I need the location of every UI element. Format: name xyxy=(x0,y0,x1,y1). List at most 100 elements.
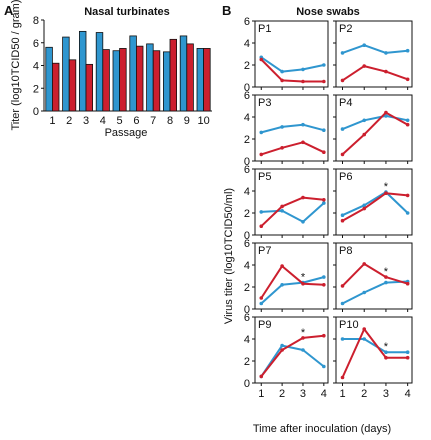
series-point-red xyxy=(322,198,326,202)
series-point-red xyxy=(322,150,326,154)
panel-a-y-axis-label: Titer (log10TCID50 / gram) xyxy=(10,0,22,131)
series-point-red xyxy=(340,152,345,157)
series-point-red xyxy=(405,122,410,127)
panel-label: P3 xyxy=(258,97,271,109)
panel-frame xyxy=(335,94,413,162)
series-point-blue xyxy=(362,118,367,123)
bar-y-tick-label: 0 xyxy=(33,106,39,118)
line-x-tick-label: 3 xyxy=(300,388,306,400)
line-y-tick-label: 0 xyxy=(244,230,250,242)
series-point-red xyxy=(301,79,305,84)
bar xyxy=(203,48,211,112)
series-point-red xyxy=(301,195,305,200)
significance-star: * xyxy=(384,341,389,353)
series-point-red xyxy=(259,224,264,228)
series-line-blue xyxy=(261,202,325,223)
line-y-tick-label: 2 xyxy=(244,208,250,220)
series-point-blue xyxy=(259,130,264,135)
line-y-tick-label: 2 xyxy=(244,282,250,294)
series-point-blue xyxy=(322,275,326,279)
panel-frame xyxy=(335,242,413,310)
panel-a-x-axis-label: Passage xyxy=(105,127,148,139)
panel-frame xyxy=(254,168,329,236)
panel-label: P10 xyxy=(339,319,359,331)
panel-label: P9 xyxy=(258,319,271,331)
series-line-blue xyxy=(260,344,325,377)
bar-x-tick-label: 10 xyxy=(197,115,209,127)
bar-x-tick-label: 1 xyxy=(49,115,55,127)
bar-y-tick-label: 8 xyxy=(33,15,39,27)
series-point-blue xyxy=(362,337,367,341)
bar-y-tick-label: 2 xyxy=(33,83,39,95)
significance-star: * xyxy=(301,272,306,284)
bar-x-tick-label: 9 xyxy=(184,115,190,127)
series-point-red xyxy=(362,327,367,331)
line-y-tick-label: 6 xyxy=(244,164,250,176)
series-point-red xyxy=(405,355,410,360)
series-line-red xyxy=(260,334,324,378)
series-point-red xyxy=(340,218,345,223)
series-point-red xyxy=(362,206,367,211)
panel-b-y-axis-label: Virus titer (log10TCID50/ml) xyxy=(223,188,235,324)
series-point-blue xyxy=(384,114,388,118)
series-point-blue xyxy=(405,118,410,123)
line-y-tick-label: 4 xyxy=(244,334,250,346)
series-point-red xyxy=(322,283,326,287)
series-point-blue xyxy=(280,343,284,348)
line-y-tick-label: 0 xyxy=(244,82,250,94)
series-point-red xyxy=(322,79,326,84)
line-x-tick-label: 1 xyxy=(258,388,264,400)
panel-frame xyxy=(335,168,413,236)
significance-star: * xyxy=(384,181,389,193)
line-panel-p7: P7 0 2 4 6 * xyxy=(244,238,329,316)
series-point-blue xyxy=(362,203,367,208)
series-line-red xyxy=(341,65,409,82)
panel-a-title: Nasal turbinates xyxy=(84,6,170,18)
series-line-blue xyxy=(342,280,408,305)
series-point-red xyxy=(384,275,388,279)
series-point-red xyxy=(362,64,367,68)
panel-a-letter: A xyxy=(4,3,14,18)
bar xyxy=(79,30,87,112)
bar xyxy=(85,63,93,112)
bar xyxy=(135,45,144,112)
bar-y-tick-label: 6 xyxy=(33,38,39,50)
series-point-red xyxy=(259,374,264,379)
series-point-blue xyxy=(322,364,326,369)
bar-x-tick-label: 8 xyxy=(167,115,173,127)
panel-label: P5 xyxy=(258,171,271,183)
line-x-tick-label: 2 xyxy=(279,388,285,400)
series-point-red xyxy=(405,77,410,82)
panel-label: P8 xyxy=(339,245,352,257)
panel-frame xyxy=(254,242,329,310)
series-point-blue xyxy=(405,211,410,215)
line-y-tick-label: 6 xyxy=(244,312,250,324)
line-y-tick-label: 6 xyxy=(244,16,250,28)
bar xyxy=(129,35,137,112)
series-point-red xyxy=(405,193,410,198)
bar xyxy=(169,38,177,112)
series-line-red xyxy=(341,111,409,156)
line-y-tick-label: 6 xyxy=(244,90,250,102)
line-y-tick-label: 0 xyxy=(244,304,250,316)
bar xyxy=(102,49,110,112)
line-y-tick-label: 2 xyxy=(244,356,250,368)
bar xyxy=(45,46,53,112)
line-chart-grid: P10246P2P30246P4P50246P6*P70246*P8*P9024… xyxy=(244,16,413,400)
series-point-blue xyxy=(322,128,326,132)
series-point-blue xyxy=(280,283,284,287)
bar-x-tick-label: 3 xyxy=(83,115,89,127)
series-point-red xyxy=(340,78,345,83)
series-line-blue xyxy=(342,338,408,354)
series-line-blue xyxy=(260,276,325,305)
panel-label: P4 xyxy=(339,97,352,109)
series-line-blue xyxy=(342,44,408,54)
series-line-red xyxy=(260,196,324,227)
line-panel-p9: P9 0 2 4 6 1 2 3 4 * xyxy=(244,312,329,400)
series-point-red xyxy=(340,284,345,288)
series-line-blue xyxy=(261,123,325,134)
bar xyxy=(162,51,171,112)
panel-b-letter: B xyxy=(222,3,231,18)
bar xyxy=(62,36,70,112)
